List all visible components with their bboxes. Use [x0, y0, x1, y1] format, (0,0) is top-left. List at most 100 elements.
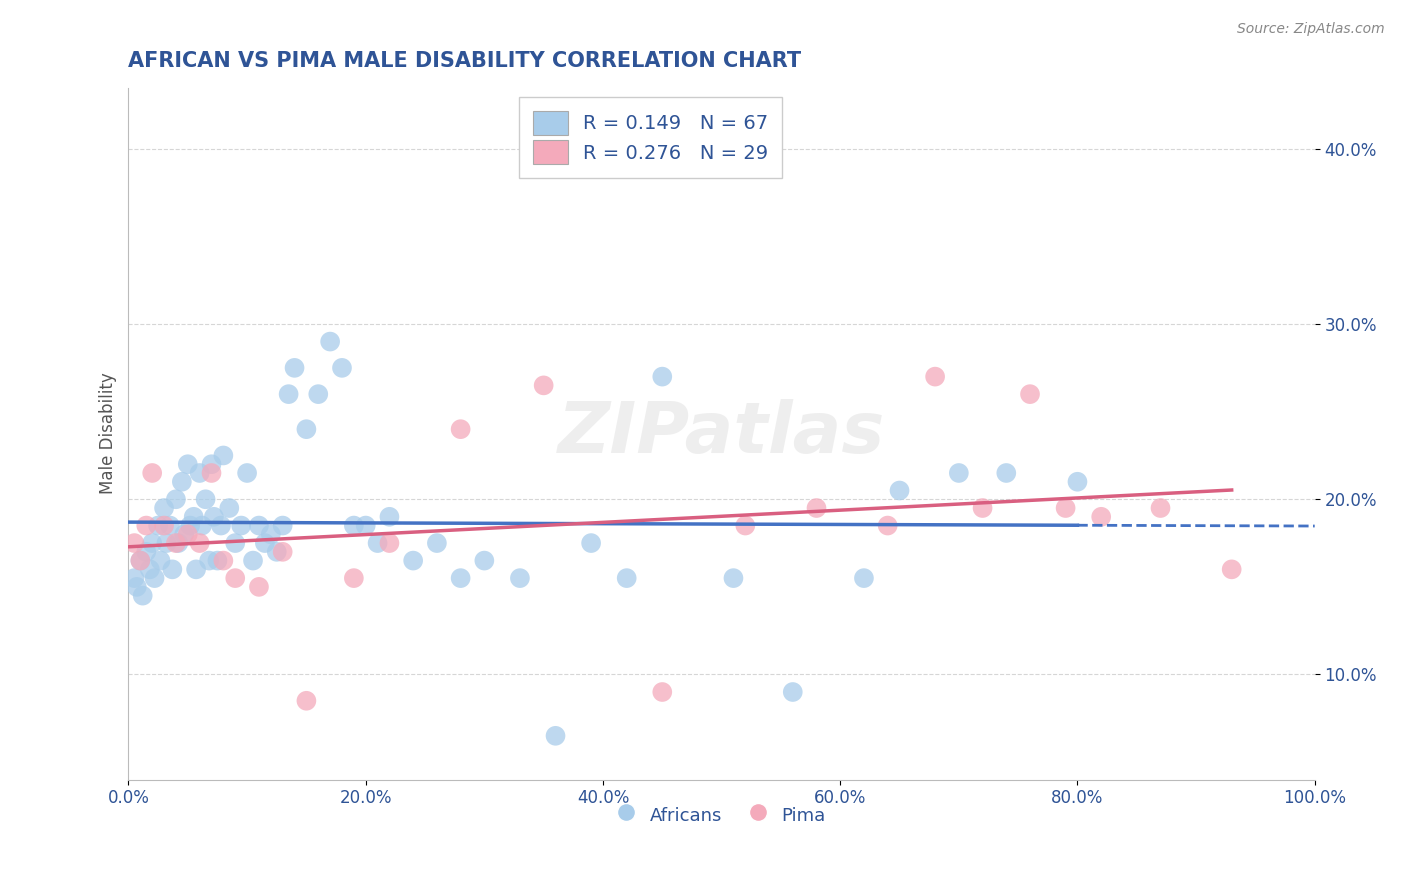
Point [131, 589, 153, 603]
Point [354, 518, 377, 533]
Point [343, 518, 366, 533]
Point [177, 457, 200, 471]
Point [202, 509, 225, 524]
Point [651, 685, 673, 699]
Point [426, 536, 449, 550]
Point [209, 518, 232, 533]
Point [307, 387, 329, 401]
Point [295, 422, 318, 436]
Point [188, 536, 211, 550]
Point [253, 536, 276, 550]
Point [319, 334, 342, 349]
Point [224, 536, 246, 550]
Point [378, 536, 401, 550]
Point [876, 518, 898, 533]
Point [170, 475, 193, 489]
Point [509, 571, 531, 585]
Point [149, 553, 172, 567]
Point [183, 509, 205, 524]
Point [1019, 387, 1042, 401]
Point [194, 492, 217, 507]
Point [139, 562, 162, 576]
Point [450, 571, 472, 585]
Y-axis label: Male Disability: Male Disability [100, 373, 117, 494]
Point [200, 466, 222, 480]
Point [1220, 562, 1243, 576]
Point [806, 501, 828, 516]
Text: AFRICAN VS PIMA MALE DISABILITY CORRELATION CHART: AFRICAN VS PIMA MALE DISABILITY CORRELAT… [128, 51, 801, 70]
Point [179, 518, 201, 533]
Point [782, 685, 804, 699]
Point [266, 545, 288, 559]
Point [162, 562, 184, 576]
Point [260, 527, 283, 541]
Point [889, 483, 911, 498]
Point [200, 457, 222, 471]
Point [188, 466, 211, 480]
Point [734, 518, 756, 533]
Point [143, 571, 166, 585]
Point [167, 536, 190, 550]
Legend: Africans, Pima: Africans, Pima [610, 797, 834, 833]
Point [242, 553, 264, 567]
Point [271, 518, 294, 533]
Point [378, 509, 401, 524]
Point [159, 518, 181, 533]
Point [129, 553, 152, 567]
Point [141, 466, 163, 480]
Point [177, 527, 200, 541]
Point [544, 729, 567, 743]
Point [247, 518, 270, 533]
Point [146, 518, 169, 533]
Point [207, 553, 229, 567]
Point [125, 580, 148, 594]
Point [153, 518, 176, 533]
Point [129, 553, 152, 567]
Point [295, 694, 318, 708]
Point [212, 553, 235, 567]
Text: Source: ZipAtlas.com: Source: ZipAtlas.com [1237, 22, 1385, 37]
Point [924, 369, 946, 384]
Point [124, 571, 146, 585]
Point [533, 378, 555, 392]
Point [135, 545, 157, 559]
Point [402, 553, 425, 567]
Point [212, 449, 235, 463]
Point [330, 360, 353, 375]
Point [236, 466, 259, 480]
Point [277, 387, 299, 401]
Point [173, 527, 195, 541]
Point [972, 501, 994, 516]
Point [153, 501, 176, 516]
Point [191, 518, 214, 533]
Point [1149, 501, 1171, 516]
Point [579, 536, 602, 550]
Point [1066, 475, 1088, 489]
Point [141, 536, 163, 550]
Text: ZIPatlas: ZIPatlas [558, 399, 886, 468]
Point [723, 571, 745, 585]
Point [343, 571, 366, 585]
Point [1054, 501, 1077, 516]
Point [184, 562, 207, 576]
Point [124, 536, 146, 550]
Point [247, 580, 270, 594]
Point [283, 360, 305, 375]
Point [271, 545, 294, 559]
Point [198, 553, 221, 567]
Point [165, 492, 187, 507]
Point [224, 571, 246, 585]
Point [995, 466, 1018, 480]
Point [651, 369, 673, 384]
Point [450, 422, 472, 436]
Point [155, 536, 177, 550]
Point [472, 553, 495, 567]
Point [218, 501, 240, 516]
Point [165, 536, 187, 550]
Point [231, 518, 253, 533]
Point [852, 571, 875, 585]
Point [367, 536, 389, 550]
Point [1090, 509, 1112, 524]
Point [616, 571, 638, 585]
Point [948, 466, 970, 480]
